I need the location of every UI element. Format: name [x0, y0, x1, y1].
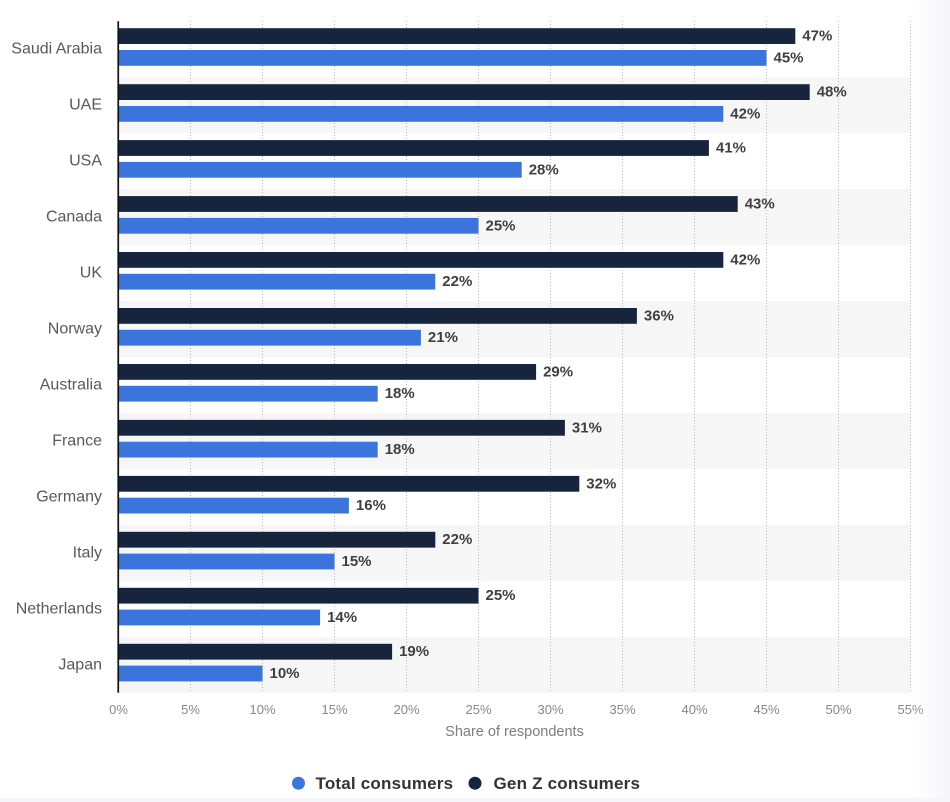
svg-text:5%: 5%	[181, 702, 200, 717]
svg-text:UK: UK	[80, 265, 103, 282]
svg-text:40%: 40%	[681, 702, 707, 717]
svg-text:Gen Z consumers: Gen Z consumers	[494, 774, 641, 793]
svg-text:42%: 42%	[730, 105, 760, 122]
svg-text:18%: 18%	[385, 385, 415, 402]
svg-text:19%: 19%	[399, 643, 429, 660]
svg-text:UAE: UAE	[69, 97, 102, 114]
svg-text:32%: 32%	[586, 475, 616, 492]
svg-text:15%: 15%	[342, 553, 372, 570]
svg-text:55%: 55%	[897, 702, 923, 717]
svg-text:18%: 18%	[385, 441, 415, 458]
svg-text:15%: 15%	[321, 702, 347, 717]
svg-text:35%: 35%	[609, 702, 635, 717]
svg-text:Share of respondents: Share of respondents	[445, 724, 584, 740]
svg-text:25%: 25%	[486, 587, 516, 604]
svg-text:42%: 42%	[730, 251, 760, 268]
svg-text:France: France	[52, 432, 102, 449]
svg-text:29%: 29%	[543, 363, 573, 380]
svg-text:31%: 31%	[572, 419, 602, 436]
svg-text:0%: 0%	[109, 702, 128, 717]
svg-text:Netherlands: Netherlands	[16, 600, 102, 617]
svg-text:Norway: Norway	[48, 321, 102, 338]
svg-text:28%: 28%	[529, 161, 559, 178]
svg-text:45%: 45%	[753, 702, 779, 717]
svg-text:50%: 50%	[825, 702, 851, 717]
svg-text:43%: 43%	[745, 196, 775, 213]
svg-text:Italy: Italy	[73, 544, 102, 561]
svg-text:45%: 45%	[774, 49, 804, 66]
svg-text:Germany: Germany	[36, 488, 102, 505]
svg-text:30%: 30%	[537, 702, 563, 717]
svg-text:22%: 22%	[442, 531, 472, 548]
svg-text:16%: 16%	[356, 497, 386, 514]
svg-text:25%: 25%	[465, 702, 491, 717]
svg-text:21%: 21%	[428, 329, 458, 346]
svg-text:48%: 48%	[817, 84, 847, 101]
svg-text:10%: 10%	[270, 665, 300, 682]
svg-text:25%: 25%	[486, 217, 516, 234]
svg-text:Japan: Japan	[58, 656, 102, 673]
svg-text:22%: 22%	[442, 273, 472, 290]
svg-text:14%: 14%	[327, 609, 357, 626]
svg-text:36%: 36%	[644, 307, 674, 324]
svg-text:USA: USA	[69, 153, 102, 170]
svg-text:10%: 10%	[249, 702, 275, 717]
svg-text:Total consumers: Total consumers	[316, 774, 454, 793]
svg-text:Canada: Canada	[46, 209, 102, 226]
svg-text:20%: 20%	[393, 702, 419, 717]
svg-text:47%: 47%	[802, 28, 832, 45]
svg-text:Saudi Arabia: Saudi Arabia	[11, 41, 102, 58]
svg-text:Australia: Australia	[40, 377, 102, 394]
svg-text:41%: 41%	[716, 140, 746, 157]
